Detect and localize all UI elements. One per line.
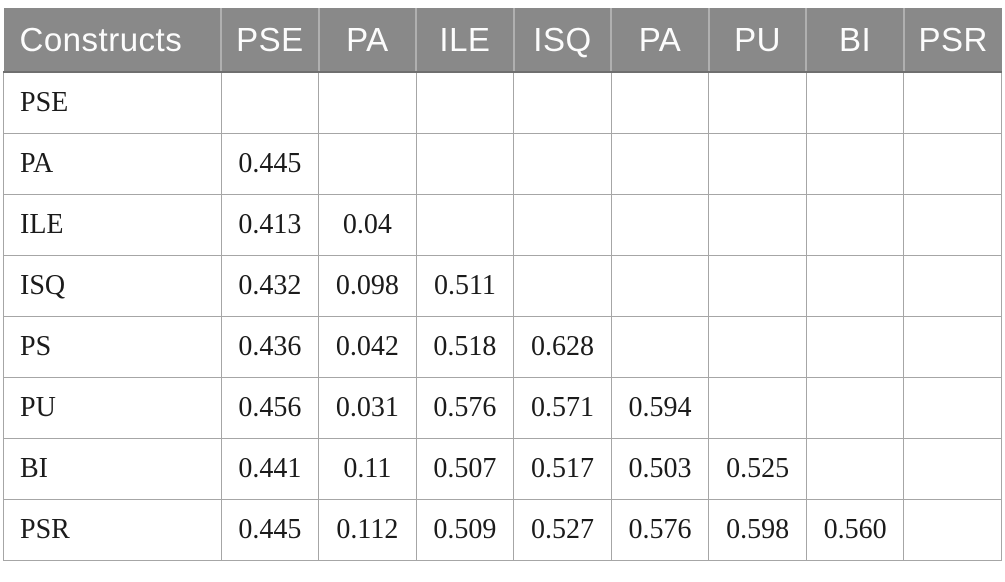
value-cell	[610, 71, 710, 134]
value-cell: 0.031	[318, 376, 417, 439]
header-cell-pu: PU	[707, 8, 807, 73]
value-cell	[415, 132, 515, 195]
value-cell	[708, 376, 807, 439]
value-cell: 0.456	[220, 376, 320, 439]
value-cell	[708, 315, 807, 378]
table-row-psr: PSR 0.445 0.112 0.509 0.527 0.576 0.598 …	[3, 498, 1002, 561]
value-cell: 0.517	[513, 437, 612, 500]
value-cell: 0.571	[513, 376, 612, 439]
table-row-pse: PSE	[3, 71, 1002, 134]
header-cell-psr: PSR	[902, 8, 1002, 73]
value-cell	[415, 71, 515, 134]
value-cell: 0.576	[610, 498, 710, 561]
value-cell	[708, 71, 807, 134]
table-row-pa: PA 0.445	[3, 132, 1002, 195]
row-label: PSE	[3, 71, 222, 134]
value-cell	[805, 132, 905, 195]
value-cell: 0.628	[513, 315, 612, 378]
row-label: PSR	[3, 498, 222, 561]
value-cell	[610, 193, 710, 256]
value-cell: 0.507	[415, 437, 515, 500]
header-cell-ile: ILE	[415, 8, 514, 73]
value-cell	[318, 71, 417, 134]
value-cell	[610, 254, 710, 317]
value-cell	[805, 315, 905, 378]
value-cell	[610, 132, 710, 195]
value-cell: 0.445	[220, 498, 320, 561]
value-cell: 0.098	[318, 254, 417, 317]
value-cell	[513, 193, 612, 256]
row-label: ISQ	[3, 254, 222, 317]
table-row-isq: ISQ 0.432 0.098 0.511	[3, 254, 1002, 317]
value-cell	[903, 254, 1002, 317]
row-label: PA	[3, 132, 222, 195]
value-cell: 0.511	[415, 254, 515, 317]
value-cell	[805, 376, 905, 439]
value-cell	[903, 193, 1002, 256]
table-row-ile: ILE 0.413 0.04	[3, 193, 1002, 256]
header-row: Constructs PSE PA ILE ISQ PA PU BI PSR	[3, 8, 1002, 73]
value-cell: 0.112	[318, 498, 417, 561]
value-cell	[708, 132, 807, 195]
value-cell	[903, 498, 1002, 561]
value-cell	[903, 376, 1002, 439]
value-cell	[805, 254, 905, 317]
value-cell: 0.11	[318, 437, 417, 500]
table-row-pu: PU 0.456 0.031 0.576 0.571 0.594	[3, 376, 1002, 439]
value-cell: 0.576	[415, 376, 515, 439]
header-cell-pa: PA	[317, 8, 417, 73]
value-cell	[220, 71, 320, 134]
value-cell	[903, 71, 1002, 134]
row-label: ILE	[3, 193, 222, 256]
value-cell	[708, 193, 807, 256]
value-cell: 0.445	[220, 132, 320, 195]
value-cell: 0.527	[513, 498, 612, 561]
value-cell: 0.441	[220, 437, 320, 500]
header-cell-pse: PSE	[220, 8, 319, 73]
value-cell: 0.560	[805, 498, 905, 561]
header-cell-isq: ISQ	[512, 8, 612, 73]
row-label: PU	[3, 376, 222, 439]
value-cell: 0.042	[318, 315, 417, 378]
header-cell-constructs: Constructs	[3, 8, 222, 73]
row-label: PS	[3, 315, 222, 378]
correlation-table-container: Constructs PSE PA ILE ISQ PA PU BI PSR P…	[3, 8, 1002, 561]
value-cell	[610, 315, 710, 378]
table-row-ps: PS 0.436 0.042 0.518 0.628	[3, 315, 1002, 378]
value-cell	[513, 254, 612, 317]
value-cell	[513, 132, 612, 195]
value-cell: 0.503	[610, 437, 710, 500]
value-cell	[513, 71, 612, 134]
value-cell	[415, 193, 515, 256]
value-cell	[708, 254, 807, 317]
value-cell: 0.432	[220, 254, 320, 317]
value-cell	[805, 437, 905, 500]
row-label: BI	[3, 437, 222, 500]
correlation-table: Constructs PSE PA ILE ISQ PA PU BI PSR P…	[3, 8, 1002, 561]
value-cell	[903, 132, 1002, 195]
value-cell	[903, 437, 1002, 500]
value-cell: 0.436	[220, 315, 320, 378]
value-cell: 0.525	[708, 437, 807, 500]
header-cell-bi: BI	[805, 8, 904, 73]
value-cell	[805, 193, 905, 256]
value-cell: 0.518	[415, 315, 515, 378]
value-cell: 0.04	[318, 193, 417, 256]
table-row-bi: BI 0.441 0.11 0.507 0.517 0.503 0.525	[3, 437, 1002, 500]
value-cell: 0.594	[610, 376, 710, 439]
value-cell	[318, 132, 417, 195]
value-cell: 0.598	[708, 498, 807, 561]
value-cell	[903, 315, 1002, 378]
value-cell: 0.509	[415, 498, 515, 561]
value-cell: 0.413	[220, 193, 320, 256]
header-cell-pa2: PA	[610, 8, 709, 73]
value-cell	[805, 71, 905, 134]
